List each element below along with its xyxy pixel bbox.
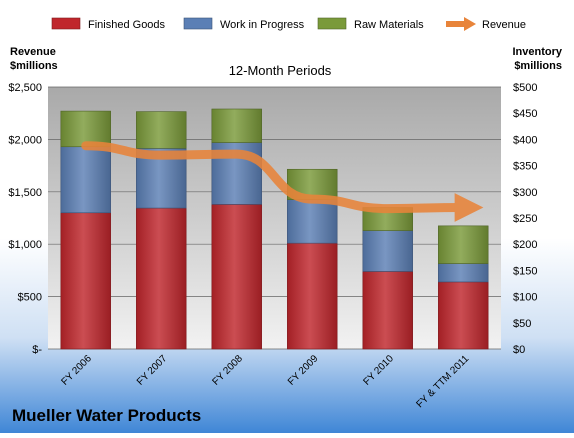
right-tick-label: $500 — [513, 82, 537, 94]
left-tick-label: $2,500 — [8, 82, 42, 94]
right-axis-label-line2: $millions — [514, 60, 562, 72]
bar-segment-finished-goods — [60, 212, 111, 350]
bar-segment-finished-goods — [287, 242, 338, 350]
bar-segment-work-in-progress — [60, 146, 111, 214]
legend-label: Finished Goods — [88, 19, 166, 31]
bar-segment-work-in-progress — [287, 199, 338, 244]
legend-label: Revenue — [482, 19, 526, 31]
legend: Finished Goods Work in Progress Raw Materi… — [51, 17, 526, 31]
bar-segment-finished-goods — [136, 207, 187, 350]
right-tick-label: $50 — [513, 318, 531, 330]
left-tick-label: $500 — [18, 292, 42, 304]
right-tick-label: $200 — [513, 239, 537, 251]
left-axis-label-line2: $millions — [10, 60, 58, 72]
legend-label: Work in Progress — [220, 19, 305, 31]
right-tick-label: $450 — [513, 108, 537, 120]
revenue-line — [81, 141, 484, 222]
left-tick-label: $2,000 — [8, 134, 42, 146]
legend-swatch — [183, 17, 213, 30]
plot-area — [48, 87, 501, 349]
right-tick-label: $250 — [513, 213, 537, 225]
right-tick-label: $100 — [513, 292, 537, 304]
company-name: Mueller Water Products — [12, 406, 201, 425]
right-tick-label: $350 — [513, 161, 537, 173]
grid — [48, 86, 501, 350]
bar-segment-raw-materials — [438, 225, 489, 264]
bar-segment-work-in-progress — [362, 230, 413, 272]
bar-segment-finished-goods — [362, 271, 413, 350]
right-tick-label: $150 — [513, 265, 537, 277]
left-tick-label: $1,000 — [8, 239, 42, 251]
left-tick-label: $1,500 — [8, 187, 42, 199]
bar-segment-finished-goods — [438, 281, 489, 350]
bar-segment-raw-materials — [136, 111, 187, 149]
bar-segment-work-in-progress — [438, 263, 489, 283]
legend-label: Raw Materials — [354, 19, 424, 31]
right-tick-label: $300 — [513, 187, 537, 199]
legend-swatch — [317, 17, 347, 30]
bar-segment-finished-goods — [211, 204, 262, 350]
legend-swatch — [51, 17, 81, 30]
left-axis-label-line1: Revenue — [10, 46, 56, 58]
chart-title: 12-Month Periods — [229, 63, 332, 78]
right-tick-label: $400 — [513, 134, 537, 146]
right-axis-label-line1: Inventory — [512, 46, 562, 58]
left-tick-label: $- — [32, 344, 42, 356]
legend-arrow-head — [464, 17, 476, 31]
right-tick-label: $0 — [513, 344, 525, 356]
bar-segment-raw-materials — [211, 108, 262, 143]
revenue-line-layer — [81, 141, 484, 222]
bars — [60, 108, 489, 350]
